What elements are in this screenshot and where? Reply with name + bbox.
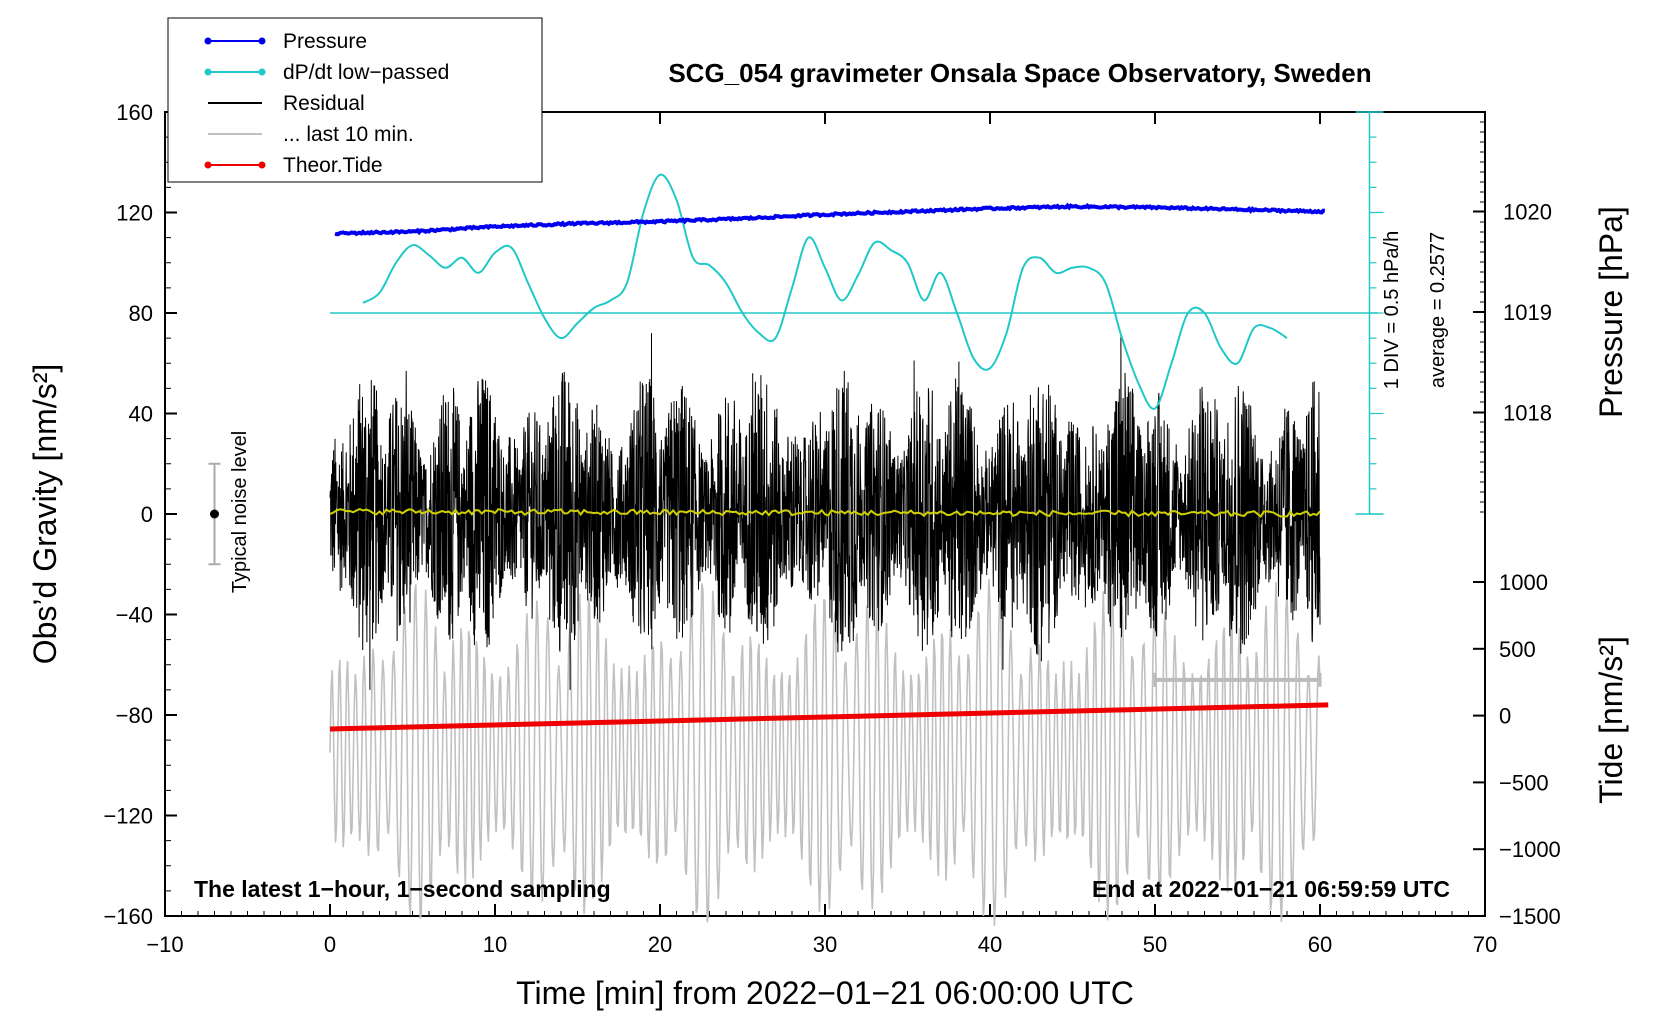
y-tick-label: 80 [129,301,153,326]
x-tick-label: 40 [978,932,1002,957]
tide-tick-label: −500 [1499,770,1549,795]
y-tick-label: 160 [116,100,153,125]
x-tick-label: 70 [1473,932,1497,957]
pressure-line [334,202,1326,237]
legend-swatch-marker [204,37,212,45]
y-tick-label: −120 [103,804,153,829]
pressure-tick-label: 1018 [1503,401,1552,426]
tide-tick-label: 1000 [1499,570,1548,595]
mean-residual-line [329,508,1321,518]
noise-level-label: Typical noise level [229,431,251,593]
div-label: 1 DIV = 0.5 hPa/h [1381,231,1403,389]
residual-line [329,333,1321,690]
legend-label: dP/dt low−passed [283,61,449,84]
end-time-note: End at 2022−01−21 06:59:59 UTC [1092,876,1450,902]
series-layer [208,111,1384,926]
legend-swatch-marker [258,161,266,169]
last-10-min-line [329,579,1321,926]
chart-title: SCG_054 gravimeter Onsala Space Observat… [668,58,1371,88]
legend-label: ... last 10 min. [283,123,414,146]
x-tick-label: 50 [1143,932,1167,957]
dpdt-line [362,173,1288,410]
x-tick-label: 60 [1308,932,1332,957]
y-tick-label: −40 [116,603,153,628]
sampling-note: The latest 1−hour, 1−second sampling [194,876,611,902]
legend-label: Theor.Tide [283,154,383,177]
tide-tick-label: 500 [1499,637,1536,662]
legend-label: Pressure [283,30,367,53]
legend: Pressure dP/dt low−passed Residual ... last… [167,17,543,183]
tide-tick-label: 0 [1499,704,1511,729]
tide-tick-label: −1000 [1499,837,1561,862]
legend-box [167,17,543,183]
legend-swatch-marker [258,37,266,45]
x-tick-label: 20 [648,932,672,957]
y-tick-label: −160 [103,904,153,929]
pressure-tick-label: 1020 [1503,200,1552,225]
y-tick-label: −80 [116,703,153,728]
x-tick-label: 10 [483,932,507,957]
pressure-tick-label: 1019 [1503,300,1552,325]
legend-items: Pressure dP/dt low−passed Residual ... last… [204,30,449,177]
tide-tick-label: −1500 [1499,904,1561,929]
average-label: average = 0.2577 [1427,232,1449,388]
y-tick-label: 0 [141,502,153,527]
x-tick-label: 0 [324,932,336,957]
legend-swatch-marker [204,68,212,76]
x-tick-label: −10 [146,932,183,957]
axis-ticks: −10 0 10 20 30 40 50 60 7016012080400−40−80−120−… [103,100,1560,957]
legend-swatch-marker [258,68,266,76]
pressure-axis-title: Pressure [hPa] [1593,206,1629,418]
tide-line [329,702,1329,732]
x-tick-label: 30 [813,932,837,957]
x-axis-title: Time [min] from 2022−01−21 06:00:00 UTC [516,975,1134,1011]
y-tick-label: 40 [129,402,153,427]
legend-swatch-marker [204,161,212,169]
legend-label: Residual [283,92,365,115]
tide-axis-title: Tide [nm/s²] [1593,636,1629,804]
y-axis-title: Obs’d Gravity [nm/s²] [27,364,63,665]
noise-bar-point [210,509,219,519]
y-tick-label: 120 [116,201,153,226]
